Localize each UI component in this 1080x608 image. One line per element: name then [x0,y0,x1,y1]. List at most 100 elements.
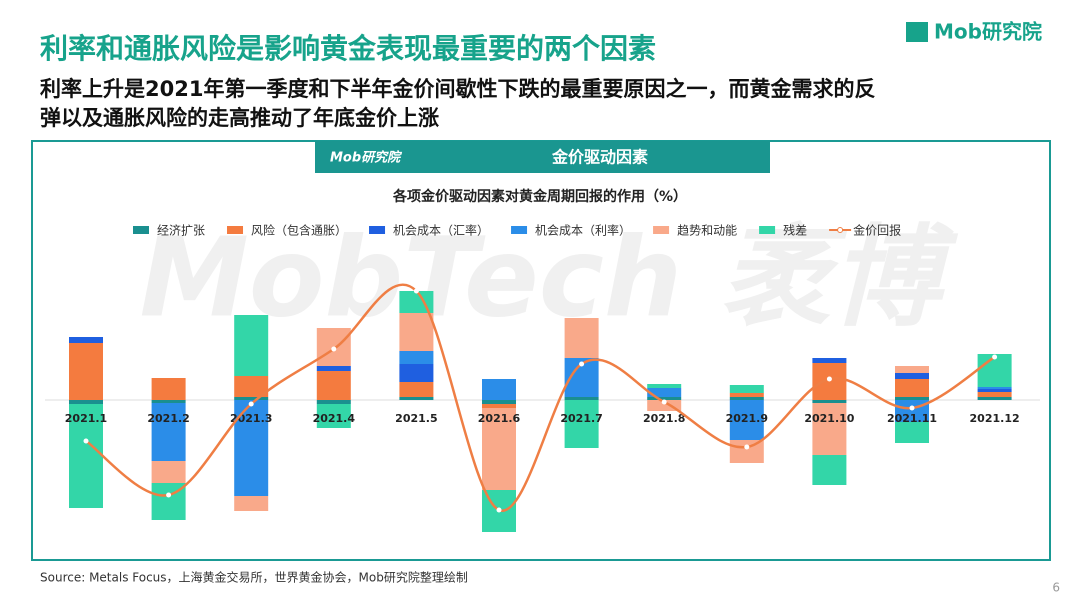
panel-header [315,141,770,173]
legend-label: 趋势和动能 [677,224,737,238]
x-tick-label: 2021.9 [726,412,768,425]
gold-return-point [83,438,89,444]
bar-segment [482,379,516,400]
gold-return-point [744,444,750,450]
bar-segment [316,371,351,400]
gold-return-point [992,354,998,360]
x-tick-label: 2021.11 [887,412,937,425]
bar-segment [564,318,599,358]
legend-dot [837,227,844,233]
legend-label: 机会成本（利率） [535,223,631,238]
gold-return-point [496,507,502,513]
chart-title: 各项金价驱动因素对黄金周期回报的作用（%） [392,188,687,205]
panel-logo: Mob研究院 [330,150,403,166]
bar-segment [647,388,682,397]
bar-segment [977,387,1012,389]
bar-segment [234,397,269,400]
x-tick-label: 2021.5 [395,412,437,425]
bar-segment [151,378,186,400]
bar-segment [895,366,929,373]
bar-segment [234,315,269,376]
bar-segment [895,373,929,379]
bar-segment [812,358,847,363]
bar-segment [729,393,764,397]
source: Source: Metals Focus，上海黄金交易所，世界黄金协会，Mob研… [40,570,468,585]
x-tick-label: 2021.12 [970,412,1020,425]
gold-return-point [248,401,254,407]
bar-segment [564,400,599,448]
slide-title: 利率和通胀风险是影响黄金表现最重要的两个因素 [40,32,656,65]
bar-segment [729,385,764,393]
bar-segment [812,455,847,485]
legend-label: 残差 [783,224,807,238]
legend-swatch [759,226,776,234]
bar-segment [399,382,434,397]
gold-return-point [579,361,585,367]
gold-return-point [661,399,667,405]
x-tick-label: 2021.2 [147,412,189,425]
bar-segment [647,397,682,400]
gold-return-point [909,405,915,411]
legend-swatch [653,226,670,234]
logo: Mob研究院 [934,20,1042,44]
panel-title: 金价驱动因素 [551,148,648,167]
gold-return-point [331,346,337,352]
bar-segment [316,366,351,371]
bar-segment [316,400,351,404]
bar-segment [647,400,682,411]
bar-segment [977,392,1012,397]
legend-label: 风险（包含通胀） [251,223,347,238]
page-number: 6 [1052,581,1060,595]
bar-segment [564,397,599,400]
bar-segment [977,397,1012,400]
x-tick-label: 2021.7 [560,412,602,425]
bar-segment [316,404,351,428]
legend-label: 经济扩张 [157,223,205,238]
bar-segment [399,351,434,364]
bar-segment [482,404,516,408]
bar-segment [895,397,929,400]
bar-segment [729,397,764,400]
gold-return-point [826,376,832,382]
bar-segment [729,400,764,440]
legend-swatch [227,226,244,234]
logo-icon [906,22,928,42]
legend-swatch [511,226,528,234]
bar-segment [812,403,847,455]
x-tick-label: 2021.4 [313,412,356,425]
x-tick-label: 2021.8 [643,412,685,425]
bar-segment [977,389,1012,392]
x-tick-label: 2021.6 [478,412,521,425]
gold-return-point [413,288,419,294]
x-tick-label: 2021.1 [65,412,107,425]
bar-segment [234,376,269,397]
bar-segment [69,404,103,508]
legend-label: 金价回报 [853,223,901,238]
bar-segment [399,313,434,351]
bar-segment [234,496,269,511]
bar-segment [482,408,516,490]
bar-segment [151,400,186,403]
bar-segment [69,337,103,343]
bar-segment [895,379,929,397]
bar-segment [482,400,516,404]
bar-segment [399,291,434,313]
subtitle: 弹以及通胀风险的走高推动了年底金价上涨 [40,106,439,130]
x-tick-label: 2021.10 [804,412,854,425]
bar-segment [151,403,186,461]
subtitle: 利率上升是2021年第一季度和下半年金价间歇性下跌的最重要原因之一，而黄金需求的… [40,77,875,101]
legend-label: 机会成本（汇率） [393,223,489,238]
bar-segment [399,364,434,382]
bar-segment [151,461,186,483]
bar-segment [812,400,847,403]
legend-swatch [369,226,386,234]
bar-segment [69,343,103,400]
watermark: MobTech 袤博 [139,213,958,341]
bar-segment [895,422,929,443]
gold-return-point [166,492,172,498]
legend-swatch [133,226,149,234]
bar-segment [399,397,434,400]
bar-segment [647,384,682,388]
bar-segment [69,400,103,404]
